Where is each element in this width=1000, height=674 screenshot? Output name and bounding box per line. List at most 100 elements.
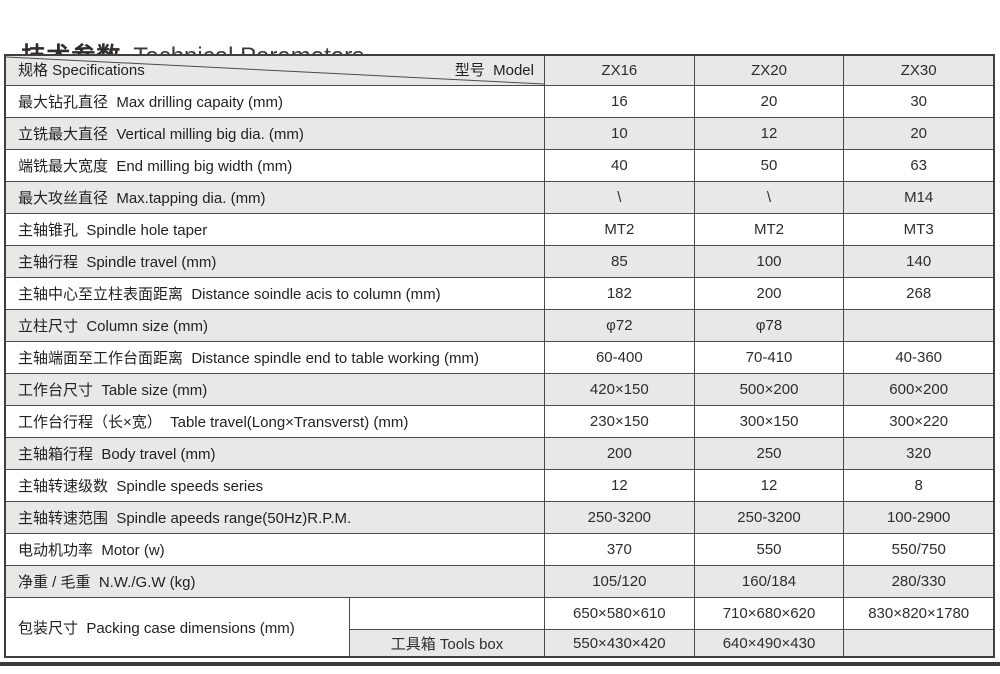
value-cell: 268 bbox=[906, 285, 932, 302]
value-cell: 250 bbox=[695, 438, 845, 469]
value-cell: 320 bbox=[906, 445, 932, 462]
packing-section: 包装尺寸 Packing case dimensions (mm) 工具箱 To… bbox=[6, 598, 994, 656]
spec-header-label: 规格 Specifications bbox=[18, 62, 145, 79]
value-cell: 63 bbox=[910, 157, 928, 174]
packing-sub-column: 工具箱 Tools box bbox=[350, 598, 545, 656]
value-cell: 370 bbox=[545, 534, 695, 565]
value-cell: \ bbox=[545, 182, 695, 213]
value-cell: 20 bbox=[910, 125, 928, 142]
row-label-cell: 最大攻丝直径 Max.tapping dia. (mm) bbox=[6, 182, 545, 213]
value-cell: φ78 bbox=[695, 310, 845, 341]
packing-values-zx20: 710×680×620 640×490×430 bbox=[694, 598, 845, 656]
row-label-cell: 主轴转速范围 Spindle apeeds range(50Hz)R.P.M. bbox=[6, 502, 545, 533]
table-row: 主轴行程 Spindle travel (mm) 85 100 140 bbox=[6, 246, 993, 278]
table-row: 最大钻孔直径 Max drilling capaity (mm) 16 20 3… bbox=[6, 86, 993, 118]
value-cell: 40-360 bbox=[895, 349, 943, 366]
column-header-zx20: ZX20 bbox=[695, 56, 845, 85]
value-cell: 8 bbox=[914, 477, 923, 494]
row-label-cell: 电动机功率 Motor (w) bbox=[6, 534, 545, 565]
row-label-cell: 工作台尺寸 Table size (mm) bbox=[6, 374, 545, 405]
model-header-label: 型号 Model bbox=[454, 62, 534, 79]
row-label-cell: 净重 / 毛重 N.W./G.W (kg) bbox=[6, 566, 545, 597]
value-cell: 640×490×430 bbox=[694, 630, 844, 656]
value-cell: 830×820×1780 bbox=[844, 598, 994, 630]
value-cell: 550×430×420 bbox=[545, 630, 694, 656]
value-cell: 30 bbox=[910, 93, 928, 110]
value-cell: 500×200 bbox=[695, 374, 845, 405]
value-cell: φ72 bbox=[545, 310, 695, 341]
value-cell: 300×220 bbox=[889, 413, 949, 430]
value-cell: 650×580×610 bbox=[545, 598, 694, 630]
value-cell: 12 bbox=[695, 118, 845, 149]
table-header-row: 规格 Specifications 型号 Model ZX16 ZX20 ZX3… bbox=[6, 56, 993, 86]
table-row: 立柱尺寸 Column size (mm) φ72 φ78 bbox=[6, 310, 993, 342]
value-cell: 160/184 bbox=[695, 566, 845, 597]
value-cell: MT3 bbox=[903, 221, 934, 238]
table-row: 最大攻丝直径 Max.tapping dia. (mm) \ \ M14 bbox=[6, 182, 993, 214]
table-row: 端铣最大宽度 End milling big width (mm) 40 50 … bbox=[6, 150, 993, 182]
value-cell: 100-2900 bbox=[886, 509, 951, 526]
column-header-zx16: ZX16 bbox=[545, 56, 695, 85]
packing-label-cell: 包装尺寸 Packing case dimensions (mm) bbox=[6, 598, 350, 656]
value-cell: 710×680×620 bbox=[694, 598, 844, 630]
row-label-cell: 主轴转速级数 Spindle speeds series bbox=[6, 470, 545, 501]
table-row: 工作台尺寸 Table size (mm) 420×150 500×200 60… bbox=[6, 374, 993, 406]
value-cell: 182 bbox=[545, 278, 695, 309]
table-row: 电动机功率 Motor (w) 370 550 550/750 bbox=[6, 534, 993, 566]
value-cell: 105/120 bbox=[545, 566, 695, 597]
value-cell: 420×150 bbox=[545, 374, 695, 405]
value-cell: 85 bbox=[545, 246, 695, 277]
packing-values-zx30: 830×820×1780 bbox=[844, 598, 994, 656]
value-cell: 300×150 bbox=[695, 406, 845, 437]
table-row: 主轴中心至立柱表面距离 Distance soindle acis to col… bbox=[6, 278, 993, 310]
packing-values-zx16: 650×580×610 550×430×420 bbox=[545, 598, 695, 656]
value-cell: 140 bbox=[906, 253, 932, 270]
value-cell: 60-400 bbox=[545, 342, 695, 373]
value-cell: 230×150 bbox=[545, 406, 695, 437]
value-cell: 100 bbox=[695, 246, 845, 277]
value-cell: 250-3200 bbox=[545, 502, 695, 533]
table-row: 主轴锥孔 Spindle hole taper MT2 MT2 MT3 bbox=[6, 214, 993, 246]
row-label-cell: 主轴中心至立柱表面距离 Distance soindle acis to col… bbox=[6, 278, 545, 309]
value-cell: 70-410 bbox=[695, 342, 845, 373]
value-cell: 250-3200 bbox=[695, 502, 845, 533]
table-row: 主轴端面至工作台面距离 Distance spindle end to tabl… bbox=[6, 342, 993, 374]
row-label-cell: 主轴行程 Spindle travel (mm) bbox=[6, 246, 545, 277]
value-cell: 12 bbox=[695, 470, 845, 501]
table-row: 主轴转速级数 Spindle speeds series 12 12 8 bbox=[6, 470, 993, 502]
value-cell: 20 bbox=[695, 86, 845, 117]
packing-sub-empty-cell bbox=[350, 598, 544, 630]
value-cell: 10 bbox=[545, 118, 695, 149]
value-cell: 280/330 bbox=[891, 573, 946, 590]
value-cell: 200 bbox=[545, 438, 695, 469]
value-cell: 600×200 bbox=[889, 381, 949, 398]
row-label-cell: 主轴箱行程 Body travel (mm) bbox=[6, 438, 545, 469]
value-cell: 40 bbox=[545, 150, 695, 181]
value-cell: 16 bbox=[545, 86, 695, 117]
value-cell: M14 bbox=[904, 189, 934, 206]
value-cell: 50 bbox=[695, 150, 845, 181]
row-label-cell: 立铣最大直径 Vertical milling big dia. (mm) bbox=[6, 118, 545, 149]
table-row: 主轴箱行程 Body travel (mm) 200 250 320 bbox=[6, 438, 993, 470]
value-cell: 550/750 bbox=[891, 541, 946, 558]
table-row: 工作台行程（长×宽） Table travel(Long×Transverst)… bbox=[6, 406, 993, 438]
value-cell: \ bbox=[695, 182, 845, 213]
row-label-cell: 最大钻孔直径 Max drilling capaity (mm) bbox=[6, 86, 545, 117]
table-row: 净重 / 毛重 N.W./G.W (kg) 105/120 160/184 28… bbox=[6, 566, 993, 598]
header-diagonal-line bbox=[6, 56, 544, 85]
row-label-cell: 主轴端面至工作台面距离 Distance spindle end to tabl… bbox=[6, 342, 545, 373]
value-cell: MT2 bbox=[695, 214, 845, 245]
row-label-cell: 主轴锥孔 Spindle hole taper bbox=[6, 214, 545, 245]
row-label-cell: 立柱尺寸 Column size (mm) bbox=[6, 310, 545, 341]
table-row: 主轴转速范围 Spindle apeeds range(50Hz)R.P.M. … bbox=[6, 502, 993, 534]
value-cell: MT2 bbox=[545, 214, 695, 245]
value-cell bbox=[844, 310, 993, 341]
value-cell: 12 bbox=[545, 470, 695, 501]
spec-model-header-cell: 规格 Specifications 型号 Model bbox=[6, 56, 545, 85]
row-label-cell: 工作台行程（长×宽） Table travel(Long×Transverst)… bbox=[6, 406, 545, 437]
technical-parameters-table: 规格 Specifications 型号 Model ZX16 ZX20 ZX3… bbox=[4, 54, 995, 658]
tools-box-label-cell: 工具箱 Tools box bbox=[350, 630, 544, 656]
row-label-cell: 端铣最大宽度 End milling big width (mm) bbox=[6, 150, 545, 181]
value-cell: 200 bbox=[695, 278, 845, 309]
value-cell: 550 bbox=[695, 534, 845, 565]
